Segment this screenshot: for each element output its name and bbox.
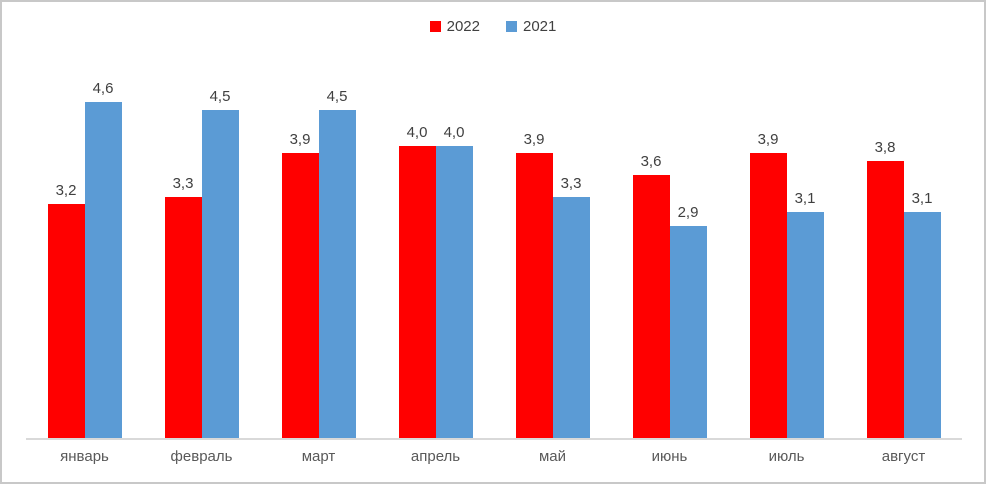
data-label: 3,9: [757, 131, 779, 149]
bar-2022-2: 3,3: [164, 175, 202, 438]
data-label: 3,6: [640, 153, 662, 171]
bar-group-4: 4,0 4,0: [377, 73, 494, 438]
bar-2021-2: 4,5: [201, 88, 239, 438]
data-label: 4,0: [443, 124, 465, 141]
legend-item-2022: 2022: [429, 18, 480, 35]
data-label: 3,1: [911, 189, 933, 207]
bar-group-3: 3,9 4,5: [260, 73, 377, 438]
bar-group-7: 3,9 3,1: [728, 73, 845, 438]
x-axis-label: апрель: [410, 448, 461, 465]
x-axis-label: май: [538, 448, 567, 465]
x-axis-label: март: [301, 448, 336, 465]
data-label: 4,5: [209, 87, 231, 105]
bar-2022-6: 3,6: [632, 153, 670, 438]
legend-label: 2022: [446, 18, 480, 35]
legend-swatch-icon: [506, 21, 517, 32]
data-label: 3,2: [55, 182, 77, 200]
chart-legend: 2022 2021: [2, 18, 984, 35]
data-label: 4,6: [92, 80, 114, 98]
data-label: 3,3: [560, 175, 582, 193]
x-axis-label: август: [881, 448, 926, 465]
data-label: 3,1: [794, 189, 816, 207]
bar-2022-1: 3,2: [47, 182, 85, 438]
x-axis-labels: январь февраль март апрель май июнь июль август: [26, 448, 962, 465]
x-axis-label: июнь: [651, 448, 688, 465]
bar-2021-5: 3,3: [552, 175, 590, 438]
bar-group-8: 3,8 3,1: [845, 73, 962, 438]
bar-2021-4: 4,0: [435, 124, 473, 438]
legend-swatch-icon: [429, 21, 441, 32]
plot-area: 3,2 4,6 3,3 4,5 3,9 4,5 4,0 4,0 3,9 3,3 3,6 2,9 3,9 3…: [26, 73, 962, 440]
x-axis-label: февраль: [170, 448, 233, 465]
bar-2021-8: 3,1: [903, 190, 941, 438]
data-label: 3,9: [523, 131, 545, 149]
data-label: 4,0: [406, 124, 428, 141]
bar-2022-5: 3,9: [515, 131, 553, 438]
bar-2021-7: 3,1: [786, 190, 824, 438]
bar-2022-3: 3,9: [281, 131, 319, 438]
bar-2022-7: 3,9: [749, 131, 787, 438]
x-axis-label: июль: [768, 448, 805, 465]
bar-2021-3: 4,5: [318, 88, 356, 438]
legend-item-2021: 2021: [506, 18, 556, 35]
bar-group-2: 3,3 4,5: [143, 73, 260, 438]
bar-group-6: 3,6 2,9: [611, 73, 728, 438]
bar-2021-1: 4,6: [84, 80, 122, 438]
data-label: 3,8: [874, 138, 896, 156]
bar-2022-8: 3,8: [866, 139, 904, 438]
data-label: 4,5: [326, 87, 348, 105]
data-label: 3,9: [289, 131, 311, 149]
legend-label: 2021: [523, 18, 557, 35]
bar-2022-4: 4,0: [398, 124, 436, 438]
x-axis-label: январь: [60, 448, 109, 465]
bar-group-1: 3,2 4,6: [26, 73, 143, 438]
bar-2021-6: 2,9: [669, 204, 707, 438]
data-label: 2,9: [677, 204, 699, 222]
data-label: 3,3: [172, 175, 194, 193]
bar-group-5: 3,9 3,3: [494, 73, 611, 438]
